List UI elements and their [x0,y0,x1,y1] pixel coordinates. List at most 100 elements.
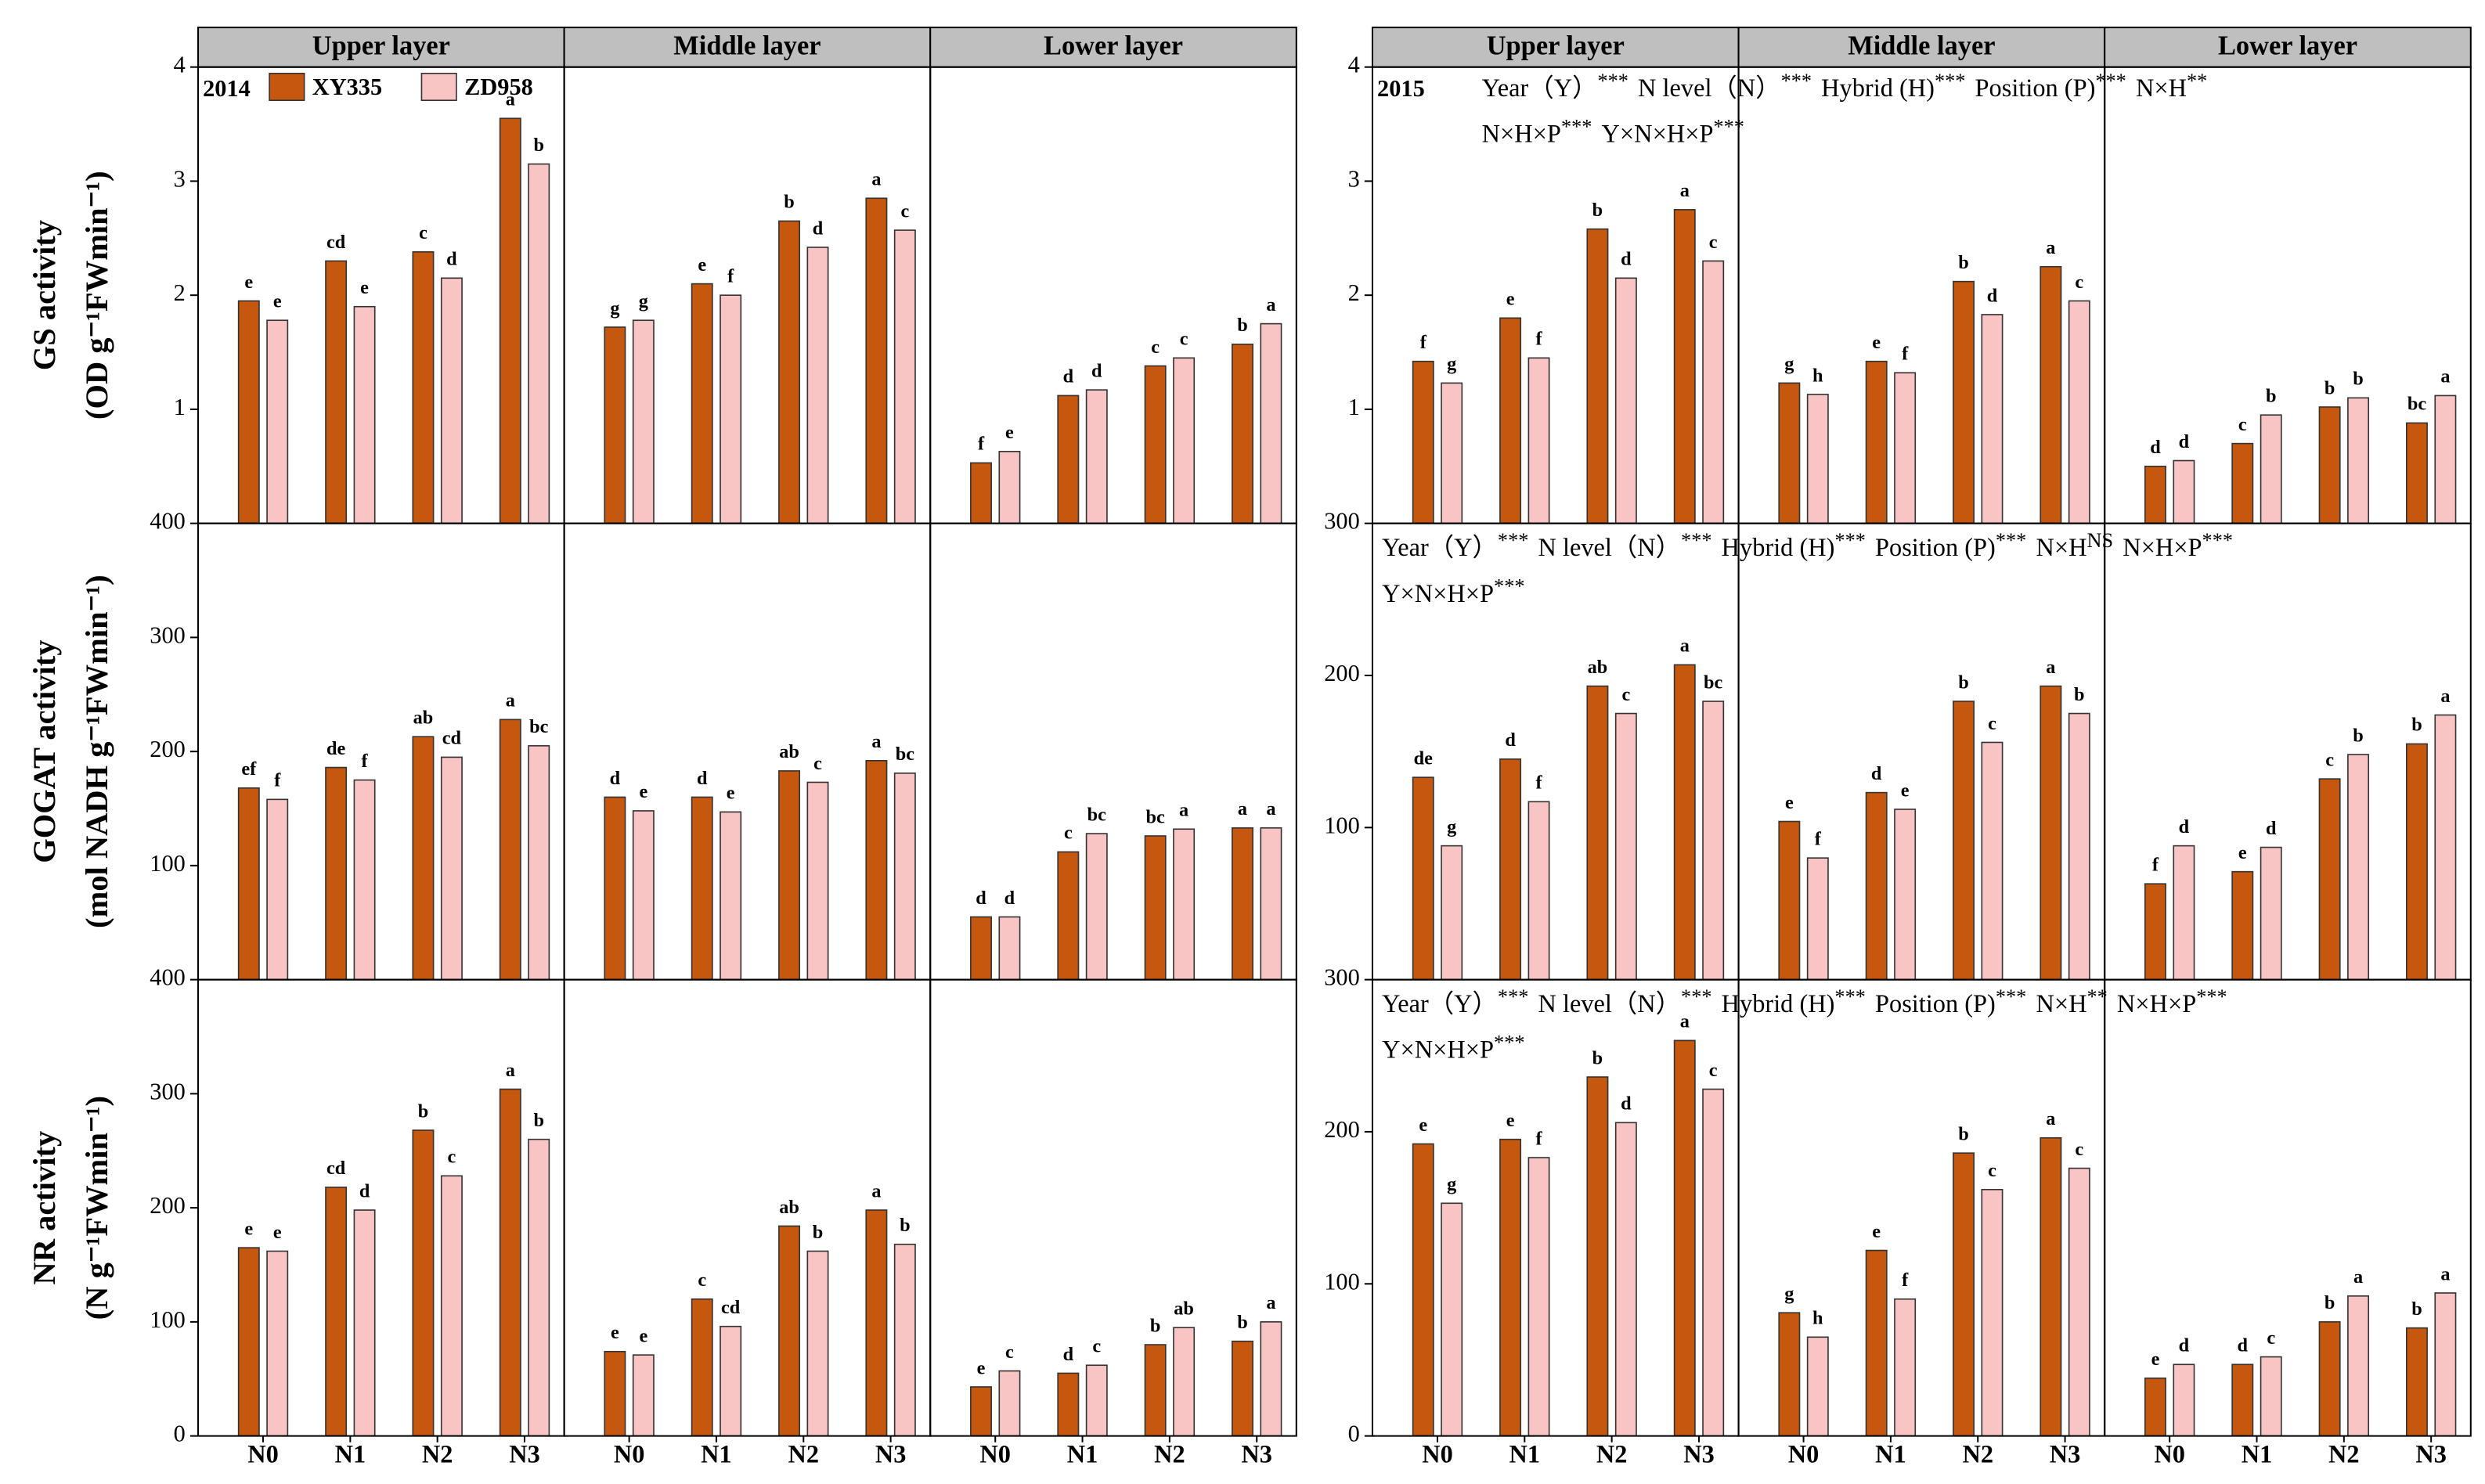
layer-title: Upper layer [1487,31,1625,60]
stats-term: Y×N×H×P [1602,121,1714,149]
stats-line: N×H×P*** Y×N×H×P*** [1482,116,1744,149]
bar [2260,846,2282,981]
significance-letter: a [2440,366,2450,387]
layer-title-bar [2104,27,2472,68]
bar [1144,835,1167,981]
bar [1057,1372,1080,1437]
significance-letter: a [2440,1263,2450,1284]
bar [1441,845,1463,981]
y-tick-label: 1 [1348,394,1360,420]
bar [499,1088,521,1437]
bar [1894,1298,1917,1437]
stats-significance: *** [1498,529,1528,552]
significance-letter: g [1447,1174,1456,1195]
significance-letter: d [2150,437,2161,458]
y-tick-label: 100 [150,1306,186,1333]
stats-significance: *** [1494,1032,1524,1054]
bar [237,787,260,981]
bar [1673,209,1696,524]
significance-letter: e [360,277,369,298]
bar [1778,382,1801,524]
stats-significance: *** [2196,985,2227,1008]
layer-title: Middle layer [673,31,821,60]
significance-letter: g [1784,354,1794,375]
significance-letter: c [2075,1139,2083,1160]
x-tick-label: N0 [2154,1440,2185,1468]
bar [412,736,435,981]
bar [528,745,550,981]
bar [806,1250,829,1437]
bar [2405,743,2428,981]
significance-letter: c [1005,1342,1014,1363]
significance-letter: d [610,768,621,789]
x-tick-label: N0 [247,1440,279,1468]
stats-line: Y×N×H×P*** [1382,575,1524,609]
bar [1144,365,1167,524]
significance-letter: f [1902,1270,1909,1291]
bar [1894,372,1917,524]
significance-letter: bc [1087,804,1107,825]
x-tick-label: N3 [1241,1440,1272,1468]
significance-letter: b [2353,725,2364,746]
bar [1232,344,1253,524]
y-axis-label: (N g⁻¹FWmin⁻¹) [79,1096,114,1320]
legend-swatch [420,72,457,101]
bar [1527,801,1550,981]
significance-letter: c [1064,823,1073,844]
x-tick-label: N1 [1509,1440,1541,1468]
stats-significance: *** [1494,575,1524,598]
significance-letter: d [697,768,708,789]
y-axis-label: (mol NADH g⁻¹FWmin⁻¹) [79,575,114,928]
significance-letter: c [1988,713,1996,734]
bar [1865,1249,1888,1437]
y-tick-label: 3 [174,165,186,192]
x-tick-label: N2 [1962,1440,1993,1468]
y-axis-label: NR activity [27,1131,62,1285]
significance-letter: e [1419,1115,1427,1136]
bar [2405,1327,2428,1437]
bar [1586,228,1609,524]
bar [1412,360,1434,524]
stats-term: N level（N） [1638,74,1781,103]
bar [1702,701,1725,981]
bar [632,1354,655,1437]
stats-line: Year（Y）*** N level（N）*** Hybrid (H)*** Posi… [1382,529,2233,563]
significance-letter: d [813,218,824,239]
x-tick-label: N0 [614,1440,645,1468]
bar [1673,664,1696,981]
bar [1673,1039,1696,1437]
x-tick-label: N0 [1788,1440,1820,1468]
significance-letter: c [2267,1327,2275,1349]
layer-title: Middle layer [1848,31,1995,60]
y-tick-label: 200 [1324,660,1360,686]
bar [2068,1167,2090,1437]
significance-letter: b [533,1110,544,1131]
significance-letter: de [326,738,346,759]
significance-letter: a [506,1060,515,1081]
bar [1260,1321,1282,1437]
bar [998,916,1021,981]
bar [1499,1138,1522,1437]
bar [1586,1076,1609,1437]
significance-letter: cd [442,728,462,749]
year-label: 2015 [1377,75,1425,102]
significance-letter: cd [326,1158,346,1179]
significance-letter: g [639,291,648,312]
bar [1778,1312,1801,1437]
significance-letter: a [2353,1266,2363,1288]
significance-letter: a [1680,1011,1690,1032]
x-tick-label: N3 [2415,1440,2447,1468]
bar [1260,827,1282,981]
significance-letter: a [1266,798,1275,819]
bar [528,1138,550,1437]
bar [412,250,435,524]
stats-term: N×H [2036,535,2086,563]
bar [353,779,376,981]
y-axis-label: (OD g⁻¹FWmin⁻¹) [79,171,114,420]
bar [1232,1340,1253,1437]
bar [2318,406,2341,524]
bar [2434,1292,2457,1437]
significance-letter: a [871,731,881,752]
stats-term: Year（Y） [1482,74,1598,103]
panel-frame [929,978,1297,1437]
